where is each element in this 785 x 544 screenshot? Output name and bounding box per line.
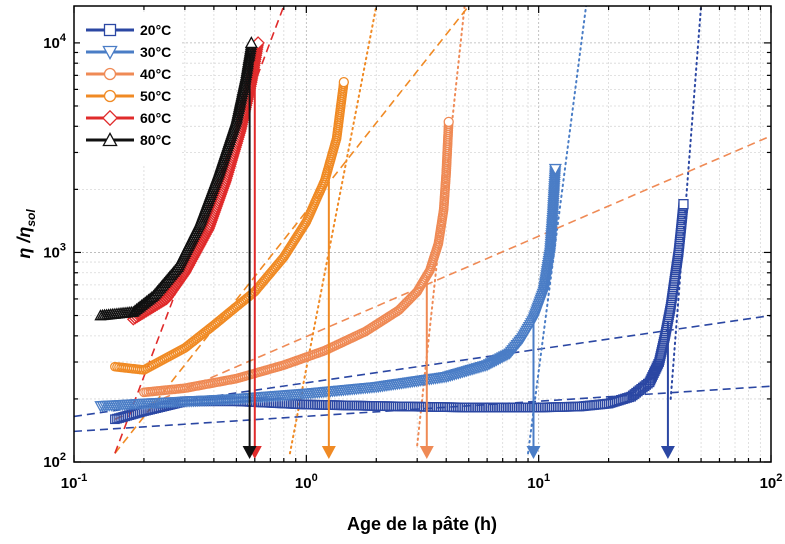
y-tick-label: 102 bbox=[43, 451, 66, 471]
y-tick-label: 104 bbox=[43, 32, 67, 52]
gel-point-line bbox=[416, 6, 466, 447]
legend-label: 30°C bbox=[140, 44, 171, 60]
data-point-last bbox=[678, 199, 689, 210]
series-2 bbox=[94, 163, 562, 413]
gel-time-arrow-head bbox=[242, 446, 257, 459]
series-4 bbox=[110, 76, 349, 375]
gel-time-arrows bbox=[242, 53, 675, 459]
data-series bbox=[94, 36, 689, 425]
legend-marker bbox=[103, 89, 117, 103]
y-tick-label: 103 bbox=[43, 241, 66, 261]
legend-marker bbox=[102, 45, 118, 60]
y-axis-label: η /ηsol bbox=[14, 209, 38, 259]
legend-marker bbox=[102, 132, 118, 147]
series-3 bbox=[139, 116, 454, 398]
data-point-last bbox=[548, 163, 562, 176]
plot-frame bbox=[73, 5, 772, 463]
x-axis-label: Age de la pâte (h) bbox=[347, 514, 497, 534]
legend-marker bbox=[103, 67, 117, 81]
grid bbox=[74, 6, 771, 462]
data-point-last bbox=[338, 76, 349, 88]
x-tick-label: 102 bbox=[760, 472, 783, 492]
gel-time-arrow-head bbox=[321, 446, 336, 459]
x-tick-label: 101 bbox=[527, 472, 550, 492]
tangent-line bbox=[114, 6, 470, 454]
legend-label: 80°C bbox=[140, 132, 171, 148]
gel-time-arrow-head bbox=[660, 446, 675, 459]
legend-label: 50°C bbox=[140, 88, 171, 104]
series-6 bbox=[94, 36, 258, 321]
data-point-last bbox=[244, 36, 258, 49]
legend-marker bbox=[103, 23, 117, 37]
gel-time-arrow-head bbox=[419, 446, 434, 459]
legend-label: 40°C bbox=[140, 66, 171, 82]
tangent-line bbox=[114, 135, 771, 420]
legend-label: 20°C bbox=[140, 22, 171, 38]
x-tick-label: 100 bbox=[295, 472, 318, 492]
legend-label: 60°C bbox=[140, 110, 171, 126]
x-tick-label: 10-1 bbox=[61, 472, 87, 492]
reference-lines bbox=[74, 6, 771, 455]
axis-ticks: 10-1 100 101 102 102 103 104 bbox=[43, 6, 782, 492]
gel-point-line bbox=[527, 6, 588, 455]
gel-point-line bbox=[288, 6, 378, 455]
gel-time-arrow-head bbox=[526, 446, 541, 459]
legend-marker bbox=[101, 109, 119, 127]
legend: 20°C 30°C 40°C 50°C 60°C 80°C bbox=[80, 14, 180, 166]
data-point-last bbox=[443, 116, 454, 127]
